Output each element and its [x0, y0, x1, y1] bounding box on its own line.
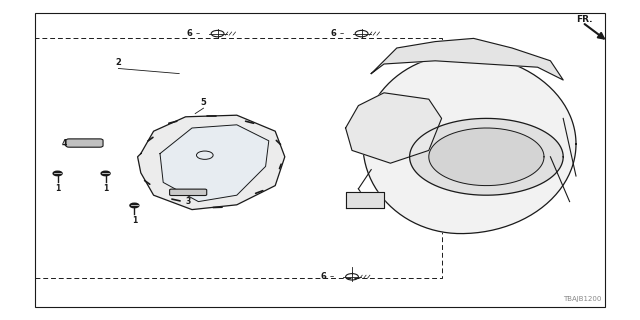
Text: 1: 1 [103, 184, 108, 193]
Polygon shape [160, 125, 269, 202]
FancyBboxPatch shape [170, 189, 207, 196]
Text: 4: 4 [61, 139, 67, 148]
Circle shape [130, 203, 139, 208]
Text: 3: 3 [186, 197, 191, 206]
Polygon shape [410, 118, 563, 195]
Polygon shape [138, 115, 285, 210]
Text: 6: 6 [186, 29, 192, 38]
Polygon shape [429, 128, 544, 186]
Bar [35, 38, 442, 278]
Circle shape [101, 171, 110, 176]
Text: 6: 6 [330, 29, 336, 38]
Text: 1: 1 [132, 216, 137, 225]
Bar [35, 13, 605, 307]
Text: 6: 6 [321, 272, 326, 281]
Circle shape [53, 171, 62, 176]
Polygon shape [346, 93, 442, 163]
Text: 5: 5 [200, 98, 207, 107]
Text: –: – [339, 29, 344, 38]
Polygon shape [363, 54, 576, 234]
Text: TBAJB1200: TBAJB1200 [563, 296, 602, 302]
Text: 1: 1 [55, 184, 60, 193]
Text: –: – [195, 29, 200, 38]
Polygon shape [346, 192, 384, 208]
Text: FR.: FR. [576, 15, 593, 24]
FancyBboxPatch shape [66, 139, 103, 147]
Text: 2: 2 [115, 58, 122, 67]
Polygon shape [371, 38, 563, 80]
Text: –: – [330, 272, 334, 281]
